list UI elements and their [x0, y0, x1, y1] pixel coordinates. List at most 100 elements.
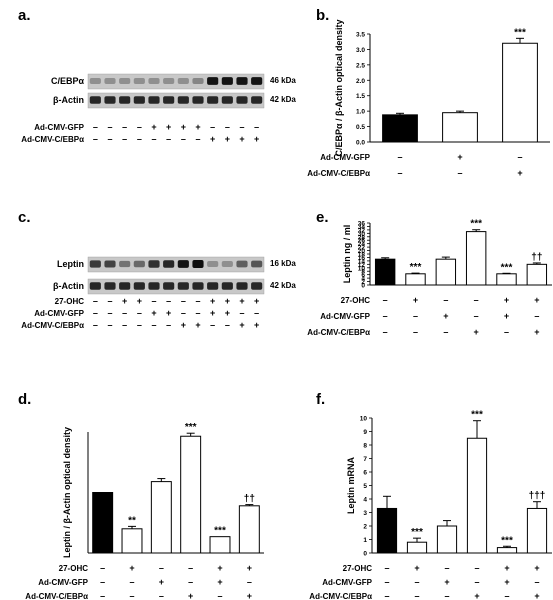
treatment-mark: + [247, 591, 252, 600]
treatment-mark: – [239, 308, 244, 318]
blot-band [163, 78, 175, 84]
treatment-mark: – [414, 577, 419, 587]
treatment-mark: + [159, 577, 164, 587]
y-tick-label: 32 [358, 227, 366, 234]
treatment-label: Ad-CMV-C/EBPα [309, 592, 372, 600]
treatment-mark: – [247, 577, 252, 587]
bar [406, 541, 428, 554]
treatment-mark: + [517, 168, 522, 178]
blot-band [192, 282, 204, 290]
treatment-mark: – [504, 591, 509, 600]
treatment-mark: + [225, 308, 230, 318]
treatment-mark: – [383, 327, 388, 337]
panel-letter-f: f. [316, 391, 325, 408]
treatment-mark: + [166, 122, 171, 132]
y-tick-label: 3.5 [356, 32, 365, 39]
treatment-mark: + [129, 563, 134, 573]
treatment-mark: – [159, 591, 164, 600]
blot-band [89, 260, 101, 268]
treatment-mark: – [166, 296, 171, 306]
y-tick-label: 6 [363, 470, 367, 477]
panel-letter-d: d. [18, 391, 31, 408]
y-axis-label: Leptin mRNA [346, 457, 356, 514]
treatment-mark: + [414, 563, 419, 573]
blot-strip [87, 92, 265, 109]
significance-label: ** [128, 515, 136, 526]
treatment-mark: + [474, 591, 479, 600]
treatment-mark: + [225, 296, 230, 306]
treatment-mark: + [166, 308, 171, 318]
treatment-mark: – [397, 152, 402, 162]
treatment-label: Ad-CMV-GFP [322, 578, 372, 587]
y-tick-label: 0.5 [356, 124, 365, 131]
blot-band [133, 282, 145, 290]
treatment-mark: + [254, 320, 259, 330]
y-tick-label: 36 [358, 221, 366, 228]
treatment-mark: + [413, 295, 418, 305]
blot-band [119, 78, 131, 84]
y-tick-label: 2.0 [356, 78, 365, 85]
treatment-mark: + [151, 122, 156, 132]
y-tick-label: 8 [363, 443, 367, 450]
significance-label: †† [244, 494, 255, 505]
blot-band [207, 261, 219, 267]
treatment-mark: + [217, 577, 222, 587]
bar [526, 507, 548, 554]
treatment-mark: + [122, 296, 127, 306]
treatment-mark: – [534, 311, 539, 321]
blot-band [177, 78, 189, 84]
treatment-mark: – [107, 134, 112, 144]
treatment-mark: + [210, 296, 215, 306]
treatment-mark: – [181, 308, 186, 318]
treatment-mark: – [413, 311, 418, 321]
treatment-label: Ad-CMV-C/EBPα [307, 328, 370, 337]
treatment-mark: + [217, 563, 222, 573]
significance-label: *** [501, 262, 513, 273]
panel-letter-c: c. [18, 209, 31, 226]
y-tick-label: 18 [358, 252, 366, 259]
significance-label: *** [501, 535, 513, 546]
y-tick-label: 0 [361, 283, 365, 290]
treatment-mark: – [384, 577, 389, 587]
treatment-mark: – [517, 152, 522, 162]
treatment-mark: – [107, 122, 112, 132]
bar [436, 525, 458, 554]
treatment-label: 27-OHC [55, 297, 85, 306]
treatment-label: Ad-CMV-GFP [34, 123, 84, 132]
panel-letter-a: a. [18, 7, 31, 24]
treatment-mark: – [457, 168, 462, 178]
blot-band [192, 77, 204, 85]
treatment-label: Ad-CMV-C/EBPα [25, 592, 88, 600]
blot-band [148, 96, 160, 104]
treatment-mark: – [122, 134, 127, 144]
treatment-label: Ad-CMV-GFP [34, 309, 84, 318]
treatment-mark: – [166, 134, 171, 144]
treatment-mark: + [137, 296, 142, 306]
blot-band [177, 96, 189, 104]
blot-band [148, 78, 160, 84]
treatment-mark: – [534, 577, 539, 587]
panel-letter-e: e. [316, 209, 329, 226]
y-tick-label: 20 [358, 248, 366, 255]
treatment-mark: – [443, 295, 448, 305]
y-tick-label: 7 [363, 456, 367, 463]
treatment-mark: – [383, 295, 388, 305]
treatment-mark: – [137, 122, 142, 132]
blot-band [89, 96, 101, 104]
blot-band [221, 261, 233, 267]
blot-band [251, 260, 263, 268]
treatment-mark: + [534, 591, 539, 600]
bar [238, 505, 260, 554]
band-kda-label: 46 kDa [270, 76, 296, 85]
treatment-label: Ad-CMV-C/EBPα [21, 321, 84, 330]
blot-band [133, 96, 145, 104]
blot-band [221, 77, 233, 85]
treatment-mark: – [181, 296, 186, 306]
treatment-label: 27-OHC [343, 564, 373, 573]
bar [496, 273, 517, 286]
blot-band [192, 96, 204, 104]
bar [442, 112, 478, 143]
blot-band [207, 96, 219, 104]
blot-band [104, 96, 116, 104]
treatment-mark: + [195, 122, 200, 132]
